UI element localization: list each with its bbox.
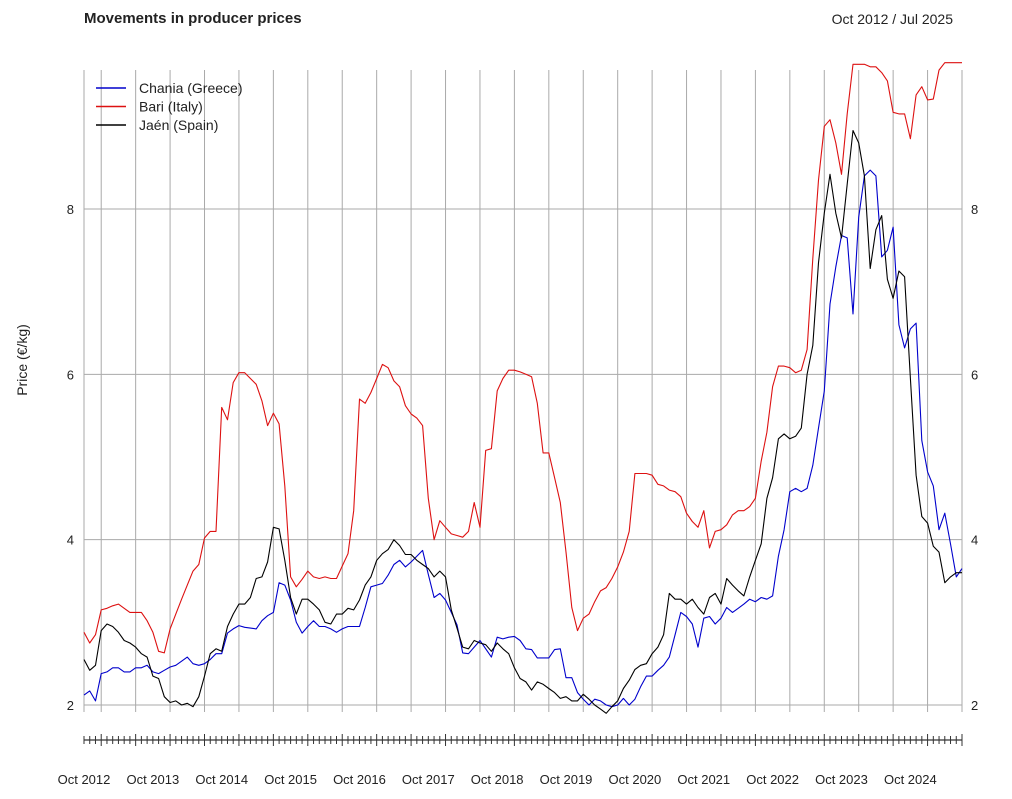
x-tick-label: Oct 2017 bbox=[402, 772, 455, 787]
y-tick-label-left: 6 bbox=[67, 367, 74, 382]
chart-title: Movements in producer prices bbox=[84, 10, 302, 27]
y-axis-ticks: 2 2 4 4 6 6 8 8 bbox=[67, 202, 978, 713]
series-lines bbox=[83, 62, 963, 714]
gridlines bbox=[83, 70, 963, 712]
legend-label-bari-italy: Bari (Italy) bbox=[139, 99, 203, 115]
legend: Chania (Greece) Bari (Italy) Jaén (Spain) bbox=[96, 80, 243, 133]
legend-label-ja-n-spain: Jaén (Spain) bbox=[139, 117, 218, 133]
x-tick-label: Oct 2016 bbox=[333, 772, 386, 787]
x-tick-label: Oct 2022 bbox=[746, 772, 799, 787]
y-tick-label-left: 2 bbox=[67, 698, 74, 713]
y-tick-label-right: 4 bbox=[971, 533, 978, 548]
y-tick-label-right: 6 bbox=[971, 367, 978, 382]
x-tick-label: Oct 2018 bbox=[471, 772, 524, 787]
x-tick-label: Oct 2023 bbox=[815, 772, 868, 787]
y-axis-title: Price (€/kg) bbox=[14, 324, 30, 396]
x-tick-label: Oct 2019 bbox=[540, 772, 593, 787]
y-tick-label-left: 8 bbox=[67, 202, 74, 217]
series-line-chania-greece bbox=[83, 169, 963, 708]
series-line-bari-italy bbox=[83, 62, 962, 654]
x-tick-label: Oct 2013 bbox=[126, 772, 179, 787]
x-tick-label: Oct 2024 bbox=[884, 772, 937, 787]
x-tick-label: Oct 2021 bbox=[677, 772, 730, 787]
x-axis: Oct 2012 Oct 2013 Oct 2014 Oct 2015 Oct 2016… bbox=[58, 734, 963, 787]
period-label: Oct 2012 / Jul 2025 bbox=[831, 11, 953, 27]
y-tick-label-right: 8 bbox=[971, 202, 978, 217]
y-tick-label-right: 2 bbox=[971, 698, 978, 713]
x-tick-label: Oct 2014 bbox=[195, 772, 248, 787]
legend-label-chania-greece: Chania (Greece) bbox=[139, 80, 243, 96]
x-tick-label: Oct 2012 bbox=[58, 772, 111, 787]
x-tick-label: Oct 2020 bbox=[609, 772, 662, 787]
x-tick-label: Oct 2015 bbox=[264, 772, 317, 787]
series-line-ja-n-spain bbox=[83, 129, 962, 714]
y-tick-label-left: 4 bbox=[67, 533, 74, 548]
